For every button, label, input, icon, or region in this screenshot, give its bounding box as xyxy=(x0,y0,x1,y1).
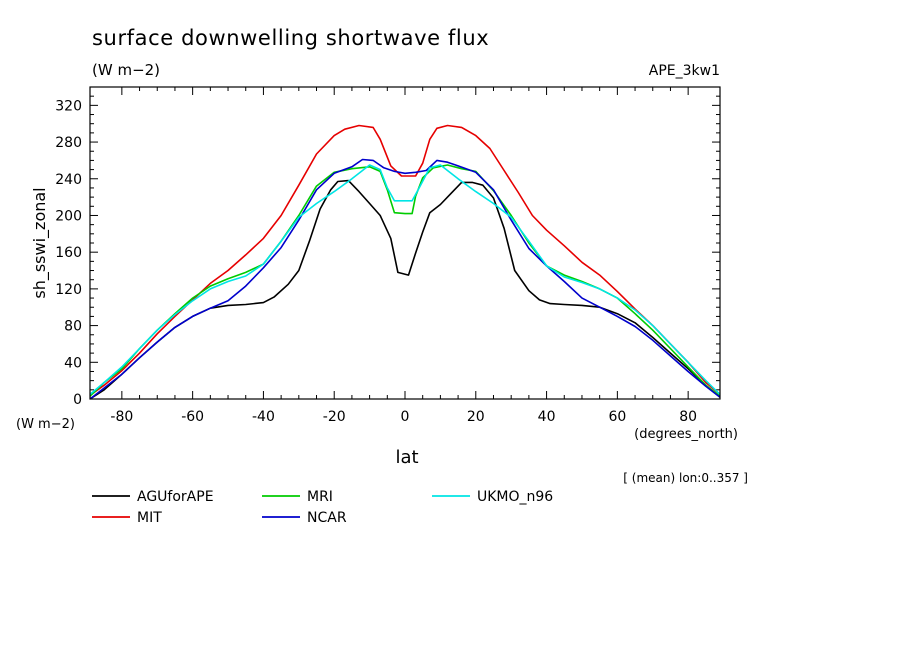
y-tick-label: 120 xyxy=(55,282,82,298)
legend-item-mit: MIT xyxy=(92,510,162,526)
series-lines xyxy=(89,124,721,400)
legend-item-mri: MRI xyxy=(262,489,333,505)
footnote: [ (mean) lon:0..357 ] xyxy=(623,471,748,485)
y-tick-label: 0 xyxy=(73,392,82,408)
legend-item-aguforape: AGUforAPE xyxy=(92,489,214,505)
x-tick-label: -40 xyxy=(252,409,275,425)
legend-label: UKMO_n96 xyxy=(477,489,553,505)
y-tick-label: 40 xyxy=(64,355,82,371)
tick-labels: -80 -60 -40 -20 0 20 40 60 80 0 40 80 120 160 200 240 28… xyxy=(55,98,697,425)
x-tick-label: -80 xyxy=(110,409,133,425)
legend-label: MIT xyxy=(137,510,162,526)
legend-item-ncar: NCAR xyxy=(262,510,347,526)
title-units: (W m−2) xyxy=(92,61,160,79)
x-axis-units: (degrees_north) xyxy=(634,427,738,442)
chart-title: surface downwelling shortwave flux xyxy=(92,26,489,50)
x-tick-label: 0 xyxy=(401,409,410,425)
y-tick-label: 160 xyxy=(55,245,82,261)
axis-ticks xyxy=(90,86,720,400)
x-tick-label: 60 xyxy=(608,409,626,425)
x-tick-label: 20 xyxy=(467,409,485,425)
series-line-mri xyxy=(89,164,721,397)
y-tick-label: 200 xyxy=(55,208,82,224)
y-tick-label: 240 xyxy=(55,172,82,188)
series-line-ncar xyxy=(89,158,721,400)
series-line-ukmo_n96 xyxy=(89,164,721,396)
plot-frame xyxy=(89,86,721,400)
legend-label: MRI xyxy=(307,489,333,505)
y-tick-label: 280 xyxy=(55,135,82,151)
y-axis-units: (W m−2) xyxy=(16,417,75,432)
x-axis-label: lat xyxy=(395,447,418,468)
y-axis-label: sh_sswi_zonal xyxy=(30,187,50,298)
y-tick-label: 80 xyxy=(64,319,82,335)
legend-label: AGUforAPE xyxy=(137,489,214,505)
series-line-aguforape xyxy=(89,179,721,400)
x-tick-label: -20 xyxy=(323,409,346,425)
legend: AGUforAPE MIT MRI NCAR UKMO_n96 xyxy=(92,489,553,526)
run-label: APE_3kw1 xyxy=(649,63,720,79)
x-tick-label: 80 xyxy=(679,409,697,425)
x-tick-label: -60 xyxy=(181,409,204,425)
x-tick-label: 40 xyxy=(538,409,556,425)
legend-label: NCAR xyxy=(307,510,347,526)
y-tick-label: 320 xyxy=(55,98,82,114)
legend-item-ukmo_n96: UKMO_n96 xyxy=(432,489,553,505)
series-line-mit xyxy=(89,124,721,396)
